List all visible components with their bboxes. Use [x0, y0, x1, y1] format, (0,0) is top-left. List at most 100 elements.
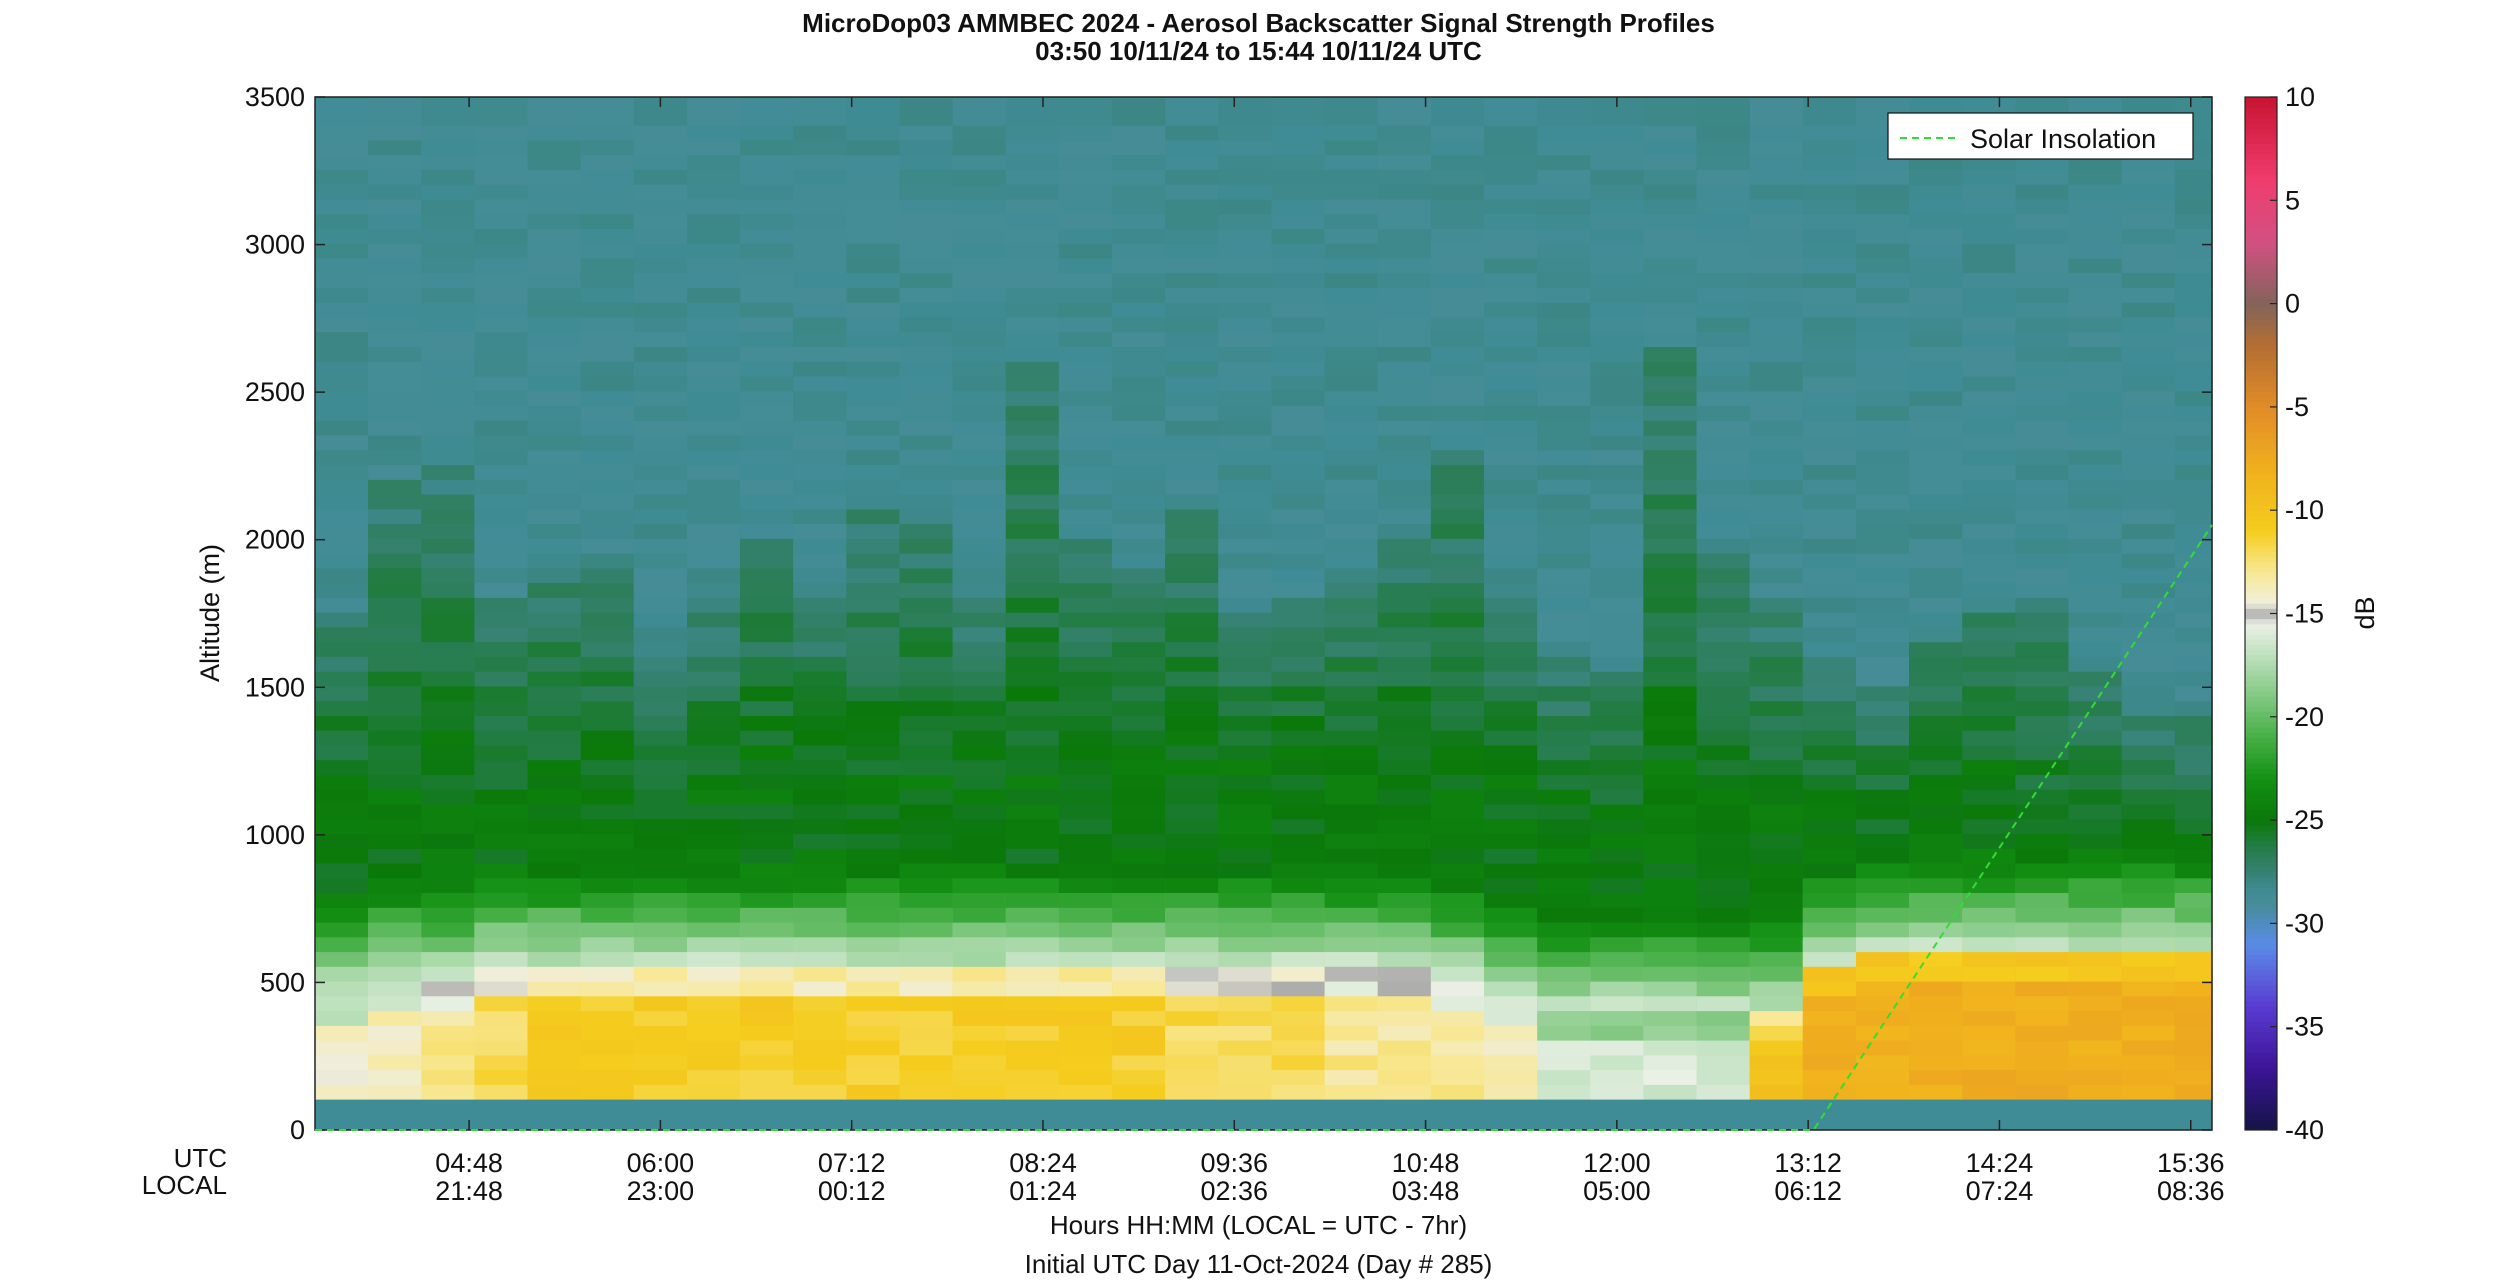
- colorbar-segment: [2245, 1016, 2277, 1023]
- colorbar-segment: [2245, 969, 2277, 976]
- y-tick-label: 2500: [245, 377, 305, 407]
- colorbar-segment: [2245, 685, 2277, 692]
- colorbar-segment: [2245, 313, 2277, 320]
- colorbar-segment: [2245, 587, 2277, 594]
- colorbar-segment: [2245, 448, 2277, 454]
- colorbar-segment: [2245, 799, 2277, 806]
- colorbar-segment: [2245, 324, 2277, 330]
- heatmap-cell: [1005, 98, 1060, 126]
- colorbar-segment: [2245, 649, 2277, 656]
- heatmap-cell: [1484, 98, 1538, 126]
- colorbar-segment: [2245, 603, 2277, 609]
- colorbar-segment: [2245, 690, 2277, 697]
- colorbar-segment: [2245, 871, 2277, 878]
- colorbar-segment: [2245, 427, 2277, 434]
- colorbar-segment: [2245, 716, 2277, 723]
- colorbar-segment: [2245, 530, 2277, 537]
- colorbar-segment: [2245, 510, 2277, 516]
- colorbar-segment: [2245, 381, 2277, 387]
- x-tick-label-local: 23:00: [627, 1176, 695, 1206]
- colorbar-tick-label: -25: [2285, 805, 2324, 835]
- colorbar-segment: [2245, 169, 2277, 175]
- colorbar-segment: [2245, 840, 2277, 847]
- colorbar-segment: [2245, 262, 2277, 268]
- colorbar-segment: [2245, 1124, 2277, 1131]
- heatmap-cell: [1643, 98, 1698, 126]
- x-tick-label-utc: 13:12: [1774, 1148, 1842, 1178]
- colorbar-segment: [2245, 282, 2277, 289]
- colorbar-segment: [2245, 835, 2277, 842]
- colorbar-segment: [2245, 598, 2277, 604]
- colorbar-segment: [2245, 541, 2277, 547]
- heatmap-cell: [474, 98, 529, 126]
- colorbar-segment: [2245, 515, 2277, 522]
- x-tick-label-local: 21:48: [435, 1176, 503, 1206]
- colorbar-segment: [2245, 293, 2277, 299]
- heatmap-cell: [1324, 98, 1379, 126]
- colorbar-segment: [2245, 659, 2277, 666]
- colorbar-segment: [2245, 412, 2277, 418]
- colorbar-tick-label: -5: [2285, 392, 2309, 422]
- y-tick-label: 0: [290, 1115, 305, 1145]
- colorbar-segment: [2245, 1119, 2277, 1126]
- colorbar-segment: [2245, 680, 2277, 687]
- colorbar-segment: [2245, 319, 2277, 325]
- x-tick-label-utc: 06:00: [627, 1148, 695, 1178]
- colorbar-segment: [2245, 112, 2277, 119]
- colorbar-segment: [2245, 360, 2277, 367]
- heatmap-cell: [1696, 98, 1751, 126]
- x-tick-label-utc: 09:36: [1200, 1148, 1268, 1178]
- colorbar-segment: [2245, 592, 2277, 599]
- colorbar-segment: [2245, 876, 2277, 883]
- colorbar-segment: [2245, 226, 2277, 232]
- colorbar-segment: [2245, 1052, 2277, 1059]
- colorbar-segment: [2245, 117, 2277, 124]
- heatmap-cell: [846, 98, 901, 126]
- y-tick-label: 3000: [245, 230, 305, 260]
- y-tick-label: 3500: [245, 82, 305, 112]
- colorbar-segment: [2245, 200, 2277, 206]
- colorbar-segment: [2245, 902, 2277, 909]
- colorbar-tick-label: 0: [2285, 289, 2300, 319]
- solar-insolation-series: [315, 524, 2213, 1131]
- x-tick-label-utc: 04:48: [435, 1148, 503, 1178]
- colorbar-segment: [2245, 577, 2277, 584]
- colorbar-segment: [2245, 613, 2277, 620]
- colorbar-segment: [2245, 670, 2277, 676]
- colorbar-segment: [2245, 138, 2277, 144]
- colorbar-segment: [2245, 370, 2277, 377]
- colorbar-segment: [2245, 298, 2277, 305]
- colorbar-segment: [2245, 344, 2277, 351]
- colorbar-segment: [2245, 453, 2277, 460]
- colorbar-segment: [2245, 164, 2277, 170]
- colorbar-segment: [2245, 634, 2277, 640]
- colorbar-segment: [2245, 355, 2277, 361]
- colorbar-tick-label: -35: [2285, 1012, 2324, 1042]
- heatmap-cell: [1112, 98, 1166, 126]
- colorbar-segment: [2245, 654, 2277, 661]
- colorbar-segment: [2245, 882, 2277, 888]
- colorbar-segment: [2245, 1073, 2277, 1079]
- colorbar-segment: [2245, 174, 2277, 181]
- y-tick-label: 500: [260, 967, 305, 997]
- y-axis-label: Altitude (m): [195, 544, 225, 682]
- legend: Solar Insolation: [1887, 112, 2194, 160]
- x-tick-label-local: 05:00: [1583, 1176, 1651, 1206]
- heatmap-cell: [1749, 98, 1804, 126]
- colorbar-segment: [2245, 474, 2277, 480]
- colorbar-segment: [2245, 845, 2277, 852]
- colorbar-tick-label: 5: [2285, 185, 2300, 215]
- colorbar-segment: [2245, 1021, 2277, 1028]
- colorbar-segment: [2245, 556, 2277, 563]
- colorbar-segment: [2245, 246, 2277, 253]
- colorbar-segment: [2245, 1088, 2277, 1095]
- colorbar-segment: [2245, 572, 2277, 578]
- colorbar-segment: [2245, 489, 2277, 496]
- colorbar-segment: [2245, 1099, 2277, 1105]
- x-tick-label-utc: 12:00: [1583, 1148, 1651, 1178]
- colorbar-segment: [2245, 468, 2277, 475]
- colorbar-segment: [2245, 308, 2277, 315]
- colorbar-segment: [2245, 127, 2277, 134]
